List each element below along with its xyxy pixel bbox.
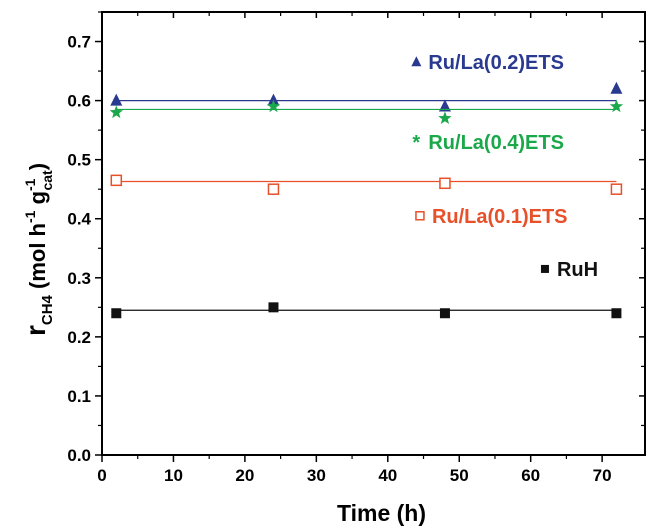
x-tick-label: 20 <box>235 466 254 485</box>
ylabel-unit-close: ) <box>25 163 50 170</box>
data-point-ru-la-0-4-ets <box>109 105 123 119</box>
y-tick-label: 0.1 <box>67 387 91 406</box>
data-point-ruh <box>611 308 622 319</box>
y-tick-label: 0.5 <box>67 151 91 170</box>
data-point-ruh <box>439 308 450 319</box>
legend-marker-ruh <box>540 264 549 273</box>
x-tick-label: 30 <box>307 466 326 485</box>
legend-label-ruh: RuH <box>557 259 598 281</box>
plot-frame <box>101 11 646 456</box>
ylabel-unit-open: (mol h <box>25 223 50 295</box>
x-tick-label: 50 <box>450 466 469 485</box>
y-tick-label: 0.6 <box>67 92 91 111</box>
data-point-ru-la-0-2-ets <box>610 81 623 94</box>
data-point-ru-la-0-4-ets <box>609 99 624 113</box>
y-tick-label: 0.7 <box>67 33 91 52</box>
legend-label-ru-la-0-1-ets: Ru/La(0.1)ETS <box>432 206 568 228</box>
ylabel-unit-sub: cat <box>39 170 55 191</box>
legend-marker-ru-la-0-1-ets <box>415 211 425 221</box>
x-tick-label: 60 <box>521 466 540 485</box>
x-axis-title: Time (h) <box>337 500 426 526</box>
ylabel-main-sub: CH4 <box>39 294 56 325</box>
legend-symbol-ru-la-0-4-ets: * <box>412 132 420 154</box>
data-point-ru-la-0-2-ets <box>110 93 123 106</box>
x-tick-label: 70 <box>593 466 612 485</box>
y-tick-label: 0.2 <box>67 328 91 347</box>
data-point-ru-la-0-4-ets <box>438 111 452 124</box>
data-point-ru-la-0-1-ets <box>110 174 123 187</box>
legend-marker-ru-la-0-2-ets <box>411 56 422 67</box>
y-axis-title: rCH4 (mol h-1 g-1cat) <box>20 163 56 336</box>
data-point-ru-la-0-4-ets <box>266 99 281 113</box>
data-point-ru-la-0-1-ets <box>610 183 623 195</box>
x-tick-label: 10 <box>164 466 183 485</box>
data-point-ru-la-0-1-ets <box>439 177 451 190</box>
data-point-ruh <box>268 302 279 313</box>
data-point-ru-la-0-1-ets <box>267 183 280 195</box>
data-point-ruh <box>111 308 122 319</box>
legend-label-ru-la-0-4-ets: Ru/La(0.4)ETS <box>428 132 564 154</box>
x-tick-label: 40 <box>378 466 397 485</box>
y-tick-label: 0.0 <box>67 446 91 465</box>
y-axis-title-text: rCH4 (mol h-1 g-1cat) <box>20 163 56 336</box>
ylabel-unit-mid: g <box>25 191 50 211</box>
ylabel-unit-sup1: -1 <box>22 210 38 223</box>
y-tick-label: 0.3 <box>67 269 91 288</box>
data-point-ru-la-0-2-ets <box>438 99 451 112</box>
legend-label-ru-la-0-2-ets: Ru/La(0.2)ETS <box>428 52 564 74</box>
y-tick-label: 0.4 <box>67 210 91 229</box>
ylabel-main: r <box>20 325 51 336</box>
x-tick-label: 0 <box>97 466 106 485</box>
ylabel-unit-sup2: -1 <box>22 178 38 191</box>
